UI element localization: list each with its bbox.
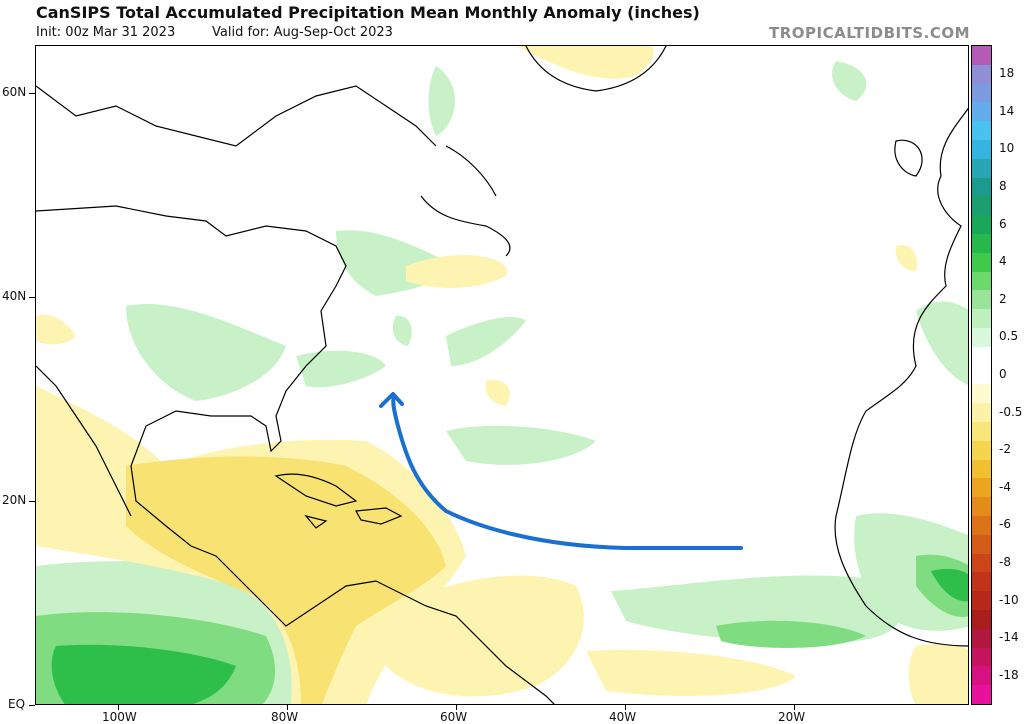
lat-label: 20N [2, 493, 27, 507]
lat-tick [29, 93, 35, 94]
colorbar-label: -8 [999, 555, 1011, 569]
colorbar-swatch [972, 572, 991, 592]
colorbar-swatch [972, 83, 991, 103]
colorbar-swatch [972, 459, 991, 479]
colorbar-swatch [972, 440, 991, 461]
valid-period: Valid for: Aug-Sep-Oct 2023 [212, 25, 393, 40]
track-arrow [379, 392, 743, 550]
colorbar-swatch [972, 534, 991, 555]
lat-tick [29, 705, 35, 706]
lat-label: 40N [2, 289, 27, 303]
colorbar-swatch [972, 478, 991, 498]
colorbar-swatch [972, 346, 991, 367]
colorbar-swatch [972, 271, 991, 291]
colorbar-swatch [972, 647, 991, 667]
colorbar-swatch [972, 290, 991, 310]
precip-anomaly-map [35, 45, 969, 705]
colorbar-label: -14 [999, 630, 1019, 645]
lat-label: EQ [8, 697, 26, 711]
colorbar-label: -0.5 [999, 404, 1023, 419]
colorbar-swatch [972, 64, 991, 85]
colorbar-label: 6 [999, 216, 1007, 231]
lat-tick [29, 501, 35, 502]
colorbar-label: 0.5 [999, 329, 1019, 344]
colorbar-swatch [972, 121, 991, 141]
colorbar-swatch [972, 328, 991, 348]
colorbar-swatch [972, 215, 991, 235]
colorbar-swatch [972, 365, 991, 385]
map-canvas [36, 46, 968, 704]
lon-tick [287, 705, 288, 710]
wet-anomaly-heavy [51, 568, 968, 704]
colorbar-swatch [972, 140, 991, 160]
colorbar-swatch [972, 497, 991, 517]
colorbar-swatch [972, 384, 991, 404]
lon-label: 60W [440, 710, 468, 724]
lon-tick [456, 705, 457, 710]
colorbar-label: -18 [999, 667, 1019, 682]
colorbar-label: 8 [999, 179, 1007, 193]
lon-label: 40W [609, 710, 637, 724]
lon-label: 100W [102, 710, 137, 724]
colorbar-label: 18 [999, 66, 1015, 81]
colorbar-swatch [972, 158, 991, 179]
colorbar-label: -6 [999, 517, 1011, 532]
colorbar-swatch [972, 610, 991, 630]
colorbar-swatch [972, 309, 991, 329]
colorbar-swatch [972, 628, 991, 649]
coastlines [36, 46, 968, 704]
colorbar-swatch [972, 252, 991, 273]
colorbar [971, 45, 992, 705]
colorbar-swatch [972, 685, 991, 705]
colorbar-swatch [972, 177, 991, 197]
colorbar-swatch [972, 422, 991, 442]
lat-tick [29, 297, 35, 298]
colorbar-swatch [972, 516, 991, 536]
dry-anomaly-moderate [126, 456, 446, 704]
colorbar-swatch [972, 196, 991, 216]
lon-label: 80W [271, 710, 299, 724]
colorbar-label: -4 [999, 479, 1011, 494]
init-time: Init: 00z Mar 31 2023 [36, 25, 176, 40]
colorbar-swatch [972, 234, 991, 254]
lon-label: 20W [778, 710, 806, 724]
colorbar-swatch [972, 46, 991, 66]
colorbar-swatch [972, 591, 991, 611]
colorbar-label: 0 [999, 367, 1007, 381]
lon-tick [118, 705, 119, 710]
colorbar-label: 2 [999, 291, 1007, 306]
lon-tick [794, 705, 795, 710]
lat-label: 60N [2, 85, 27, 99]
colorbar-label: -2 [999, 442, 1011, 457]
lon-tick [625, 705, 626, 710]
colorbar-swatch [972, 403, 991, 423]
colorbar-swatch [972, 553, 991, 573]
colorbar-label: -10 [999, 592, 1019, 607]
colorbar-label: 10 [999, 141, 1015, 156]
colorbar-label: 4 [999, 254, 1007, 269]
colorbar-swatch [972, 102, 991, 122]
site-brand[interactable]: TROPICALTIDBITS.COM [769, 24, 970, 42]
colorbar-label: 14 [999, 103, 1015, 118]
chart-title: CanSIPS Total Accumulated Precipitation … [36, 3, 700, 22]
colorbar-swatch [972, 666, 991, 686]
